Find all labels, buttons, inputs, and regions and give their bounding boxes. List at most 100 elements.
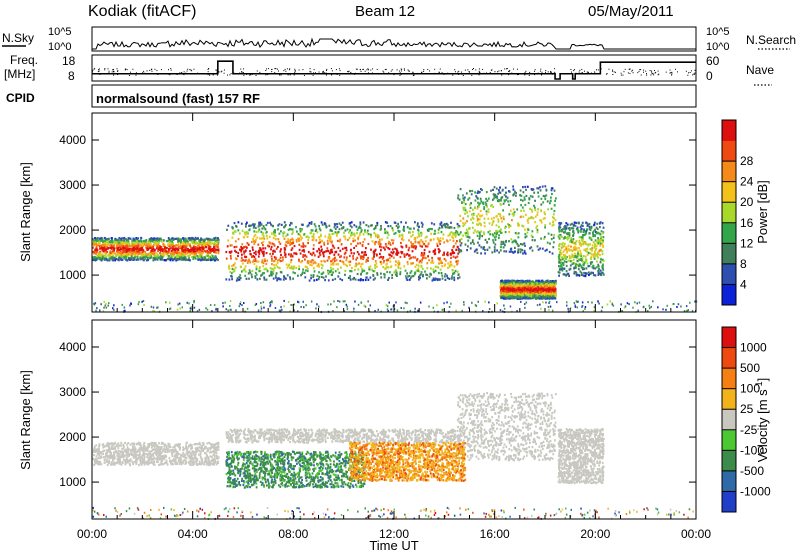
power-cell	[414, 221, 416, 224]
power-cell	[394, 232, 397, 235]
power-cell	[342, 261, 345, 264]
power-cell	[420, 221, 423, 224]
power-cell	[345, 259, 348, 262]
power-cell	[171, 237, 174, 240]
power-cell	[497, 218, 500, 221]
power-cell	[580, 273, 583, 276]
power-cell	[483, 207, 485, 211]
power-cell	[393, 256, 395, 259]
power-cell	[133, 249, 136, 252]
power-cell	[271, 263, 273, 266]
power-cell	[322, 271, 325, 274]
power-cell	[376, 234, 379, 237]
power-cell	[471, 241, 474, 244]
power-cell	[262, 237, 265, 240]
power-cell	[327, 272, 330, 275]
power-cell	[250, 273, 253, 276]
power-cell	[377, 242, 380, 245]
power-cell	[244, 245, 247, 248]
power-cell	[479, 209, 482, 213]
power-cell	[360, 255, 363, 258]
power-cell	[371, 240, 374, 243]
power-cell	[569, 228, 571, 232]
power-cell	[283, 231, 285, 234]
power-cell	[589, 228, 592, 232]
power-cell	[357, 242, 359, 245]
nave-dot	[230, 73, 232, 75]
power-cell	[540, 219, 543, 222]
power-cell	[551, 216, 554, 219]
power-cell	[213, 259, 216, 262]
power-cell	[123, 236, 126, 240]
power-cell	[192, 256, 195, 259]
power-cell	[502, 217, 505, 221]
power-cell	[380, 225, 382, 228]
power-cell	[149, 245, 152, 248]
power-cell	[414, 247, 417, 250]
power-cell	[123, 249, 126, 252]
power-cell	[396, 250, 399, 253]
nave-dot	[256, 70, 258, 72]
power-cell	[193, 238, 196, 241]
power-cell	[481, 188, 483, 192]
power-cell	[334, 251, 337, 254]
power-cell	[265, 223, 268, 227]
nave-dot	[477, 72, 479, 74]
power-cell	[270, 223, 272, 226]
nave-dot	[508, 74, 510, 76]
power-cell	[377, 240, 380, 244]
power-cell	[432, 269, 435, 272]
power-cell	[598, 267, 600, 270]
nave-dot	[294, 70, 296, 72]
nave-dot	[181, 73, 183, 75]
power-cell	[180, 238, 182, 242]
power-cell	[127, 258, 130, 261]
power-cell	[159, 258, 162, 261]
power-cell	[504, 225, 507, 228]
power-cell	[98, 242, 101, 245]
power-cell	[167, 239, 169, 243]
power-cell	[304, 276, 307, 279]
power-cell	[437, 278, 439, 281]
power-cell	[363, 269, 366, 272]
nave-dot	[207, 74, 209, 76]
power-cell	[252, 255, 255, 258]
power-cell	[502, 215, 505, 218]
nave-dot	[579, 69, 581, 71]
power-cell	[430, 261, 433, 264]
power-cell	[247, 259, 249, 262]
power-cell	[185, 238, 188, 242]
power-cell	[585, 243, 587, 246]
power-cell	[143, 239, 145, 243]
nave-dot	[393, 74, 395, 76]
power-cell	[572, 246, 575, 249]
power-cell	[451, 277, 453, 280]
power-cell	[148, 255, 151, 258]
power-cell	[262, 232, 264, 235]
power-cell	[602, 263, 604, 266]
power-cell	[469, 247, 472, 250]
nave-dot	[595, 69, 597, 71]
power-cell	[188, 243, 191, 246]
power-cell	[319, 253, 322, 257]
power-cell	[580, 253, 582, 256]
power-cell	[302, 268, 304, 271]
power-cell	[450, 226, 453, 229]
power-cell	[471, 213, 473, 216]
power-cell	[177, 258, 180, 261]
power-cell	[327, 236, 330, 239]
power-cell	[298, 239, 300, 242]
power-cell	[345, 246, 348, 249]
power-cell	[580, 230, 582, 233]
power-cell	[241, 247, 244, 250]
power-cell	[121, 243, 124, 246]
power-cell	[561, 266, 564, 269]
power-cell	[110, 256, 113, 259]
power-cell	[595, 247, 598, 250]
power-cell	[166, 254, 169, 257]
power-cell	[338, 222, 341, 225]
power-cell	[118, 248, 121, 251]
power-cell	[105, 238, 108, 241]
nave-dot	[240, 68, 242, 70]
power-cell	[134, 245, 137, 248]
